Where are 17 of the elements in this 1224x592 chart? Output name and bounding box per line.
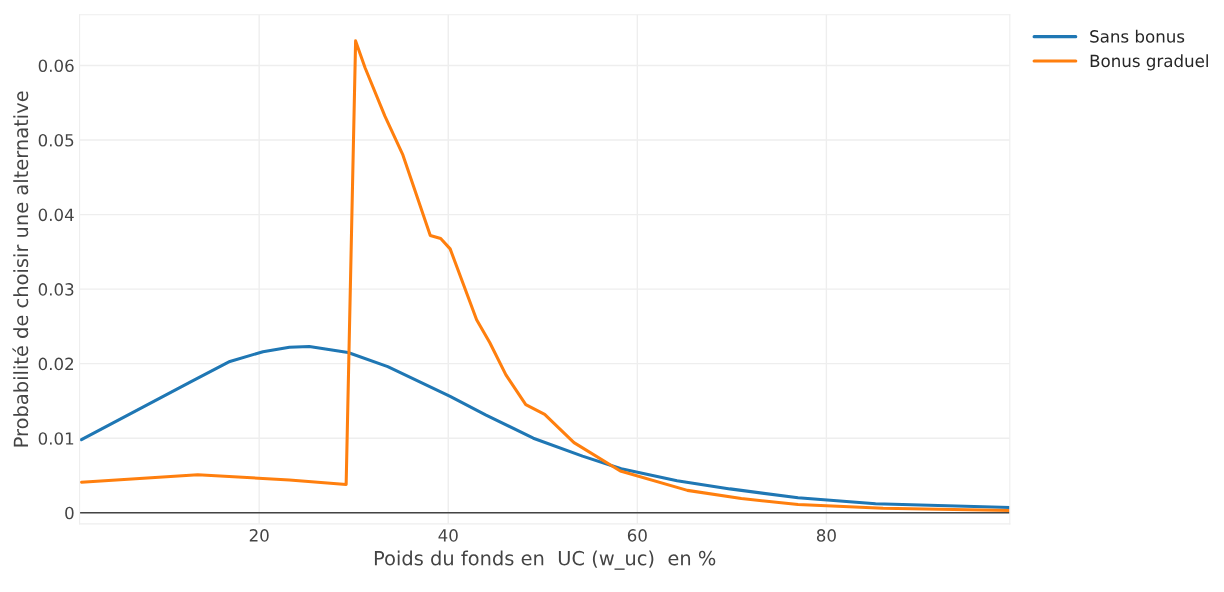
x-axis-title: Poids du fonds en UC (w_uc) en % bbox=[374, 550, 716, 570]
y-tick-label: 0.04 bbox=[38, 208, 74, 222]
x-tick-label: 60 bbox=[627, 529, 647, 542]
y-tick-label: 0.02 bbox=[38, 357, 74, 371]
y-tick-label: 0.01 bbox=[38, 432, 74, 445]
x-tick-label: 20 bbox=[249, 529, 269, 542]
x-tick-label: 80 bbox=[816, 529, 836, 542]
x-tick-label: 40 bbox=[438, 529, 458, 542]
legend-label: Bonus graduel bbox=[1090, 54, 1208, 71]
y-tick-label: 0 bbox=[65, 506, 74, 520]
line-series bbox=[79, 344, 1010, 510]
y-axis-title: Probabilité de choisir une alternative bbox=[12, 91, 29, 447]
line-series bbox=[79, 39, 1010, 513]
y-tick-label: 0.05 bbox=[38, 133, 74, 147]
legend-label: Sans bonus bbox=[1090, 29, 1185, 43]
y-tick-label: 0.06 bbox=[38, 59, 74, 73]
y-tick-label: 0.03 bbox=[38, 283, 74, 296]
